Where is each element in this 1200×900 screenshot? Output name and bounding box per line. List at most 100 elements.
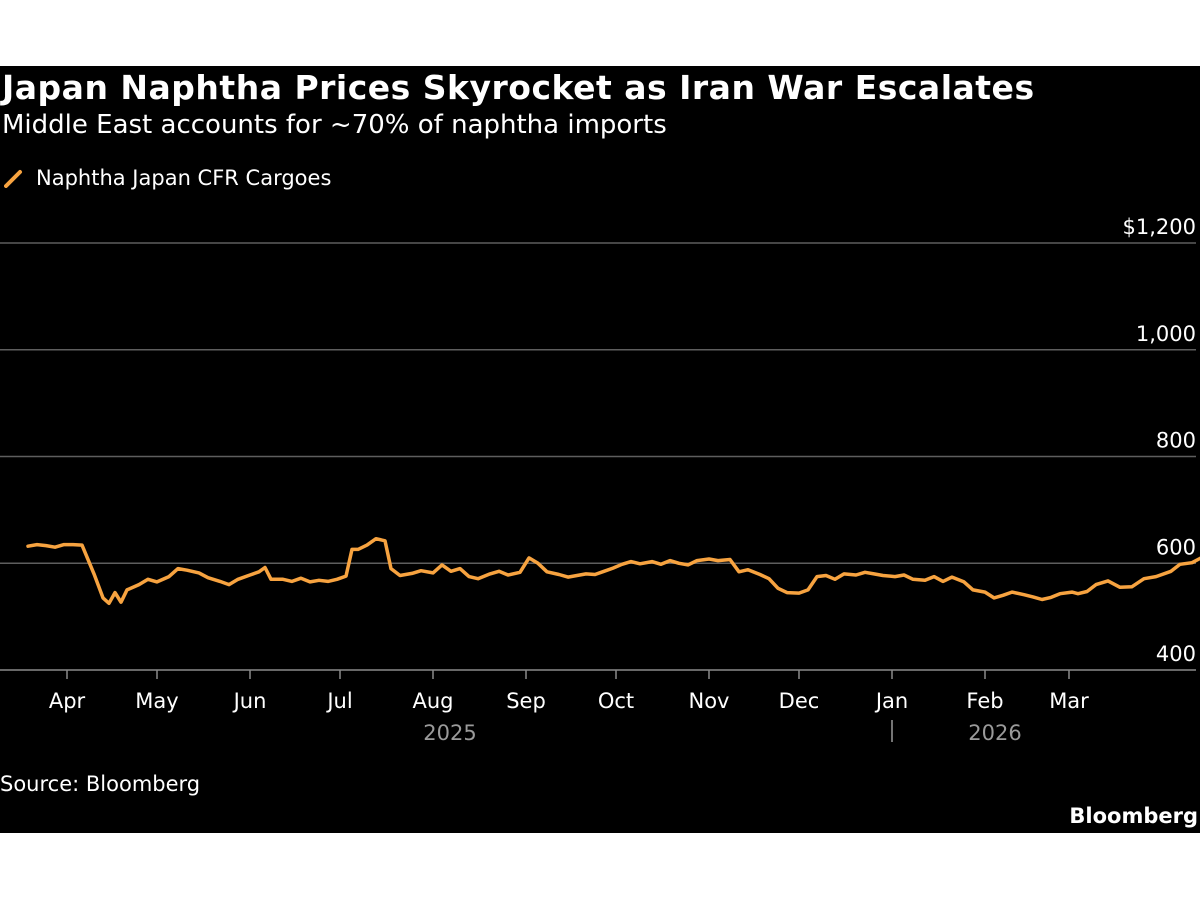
data-point (460, 568, 461, 569)
data-point (178, 568, 179, 569)
data-point (220, 581, 221, 582)
data-point (121, 602, 122, 603)
data-point (28, 546, 29, 547)
data-point (520, 572, 521, 573)
data-point (433, 572, 434, 573)
data-point (148, 579, 149, 580)
data-point (55, 547, 56, 548)
data-point (856, 575, 857, 576)
data-point (760, 574, 761, 575)
data-point (319, 580, 320, 581)
data-point (895, 576, 896, 577)
data-point (670, 560, 671, 561)
x-tick-label: Apr (49, 689, 86, 713)
data-point (1051, 597, 1052, 598)
data-point (346, 576, 347, 577)
data-point (547, 571, 548, 572)
data-point (265, 567, 266, 568)
x-tick-label: May (135, 689, 178, 713)
data-point (586, 573, 587, 574)
data-point (442, 564, 443, 565)
data-point (1087, 591, 1088, 592)
data-point (283, 579, 284, 580)
data-point (604, 571, 605, 572)
data-point (925, 580, 926, 581)
data-point (271, 579, 272, 580)
y-tick-label: 600 (1156, 535, 1196, 559)
data-point (499, 571, 500, 572)
data-point (367, 545, 368, 546)
data-point (46, 545, 47, 546)
data-point (1192, 562, 1193, 563)
legend: Naphtha Japan CFR Cargoes (4, 166, 331, 190)
data-point (1120, 587, 1121, 588)
data-point (934, 576, 935, 577)
data-point (1096, 584, 1097, 585)
chart-subtitle: Middle East accounts for ~70% of naphtha… (2, 110, 667, 140)
data-point (469, 576, 470, 577)
x-tick-label: Jun (232, 689, 267, 713)
data-point (730, 559, 731, 560)
x-tick-label: Jul (325, 689, 352, 713)
data-point (328, 581, 329, 582)
y-tick-label: $1,200 (1123, 215, 1196, 239)
data-point (739, 571, 740, 572)
data-point (718, 560, 719, 561)
series-line (26, 536, 1200, 606)
data-point (37, 544, 38, 545)
data-point (478, 578, 479, 579)
data-point (904, 575, 905, 576)
data-point (139, 584, 140, 585)
data-point (229, 584, 230, 585)
data-point (250, 575, 251, 576)
data-point (103, 597, 104, 598)
data-point (973, 589, 974, 590)
data-point (778, 588, 779, 589)
data-point (679, 563, 680, 564)
data-point (82, 545, 83, 546)
data-point (451, 571, 452, 572)
data-point (1132, 586, 1133, 587)
data-point (640, 563, 641, 564)
data-point (115, 592, 116, 593)
source-note: Source: Bloomberg (0, 772, 201, 796)
data-point (1042, 599, 1043, 600)
data-point (826, 575, 827, 576)
data-point (538, 563, 539, 564)
data-point (688, 564, 689, 565)
data-point (1003, 595, 1004, 596)
data-point (1156, 576, 1157, 577)
data-point (844, 573, 845, 574)
data-point (412, 573, 413, 574)
y-tick-label: 400 (1156, 642, 1196, 666)
data-point (529, 557, 530, 558)
data-point (817, 576, 818, 577)
data-point (577, 575, 578, 576)
data-point (301, 578, 302, 579)
data-point (1060, 593, 1061, 594)
data-point (238, 579, 239, 580)
data-point (808, 589, 809, 590)
data-point (508, 575, 509, 576)
x-tick-label: Jan (874, 689, 908, 713)
data-point (952, 577, 953, 578)
data-point (994, 597, 995, 598)
data-point (208, 577, 209, 578)
legend-line-icon (4, 170, 22, 188)
data-point (1180, 564, 1181, 565)
data-point (709, 559, 710, 560)
data-point (337, 579, 338, 580)
data-point (613, 568, 614, 569)
y-tick-label: 1,000 (1136, 322, 1196, 346)
data-point (1171, 571, 1172, 572)
x-tick-label: Feb (966, 689, 1003, 713)
data-point (835, 579, 836, 580)
data-point (490, 573, 491, 574)
data-point (748, 569, 749, 570)
x-tick-label: Aug (412, 689, 453, 713)
x-tick-label: Dec (779, 689, 820, 713)
data-point (631, 561, 632, 562)
data-point (259, 571, 260, 572)
data-point (400, 575, 401, 576)
data-point (1024, 594, 1025, 595)
